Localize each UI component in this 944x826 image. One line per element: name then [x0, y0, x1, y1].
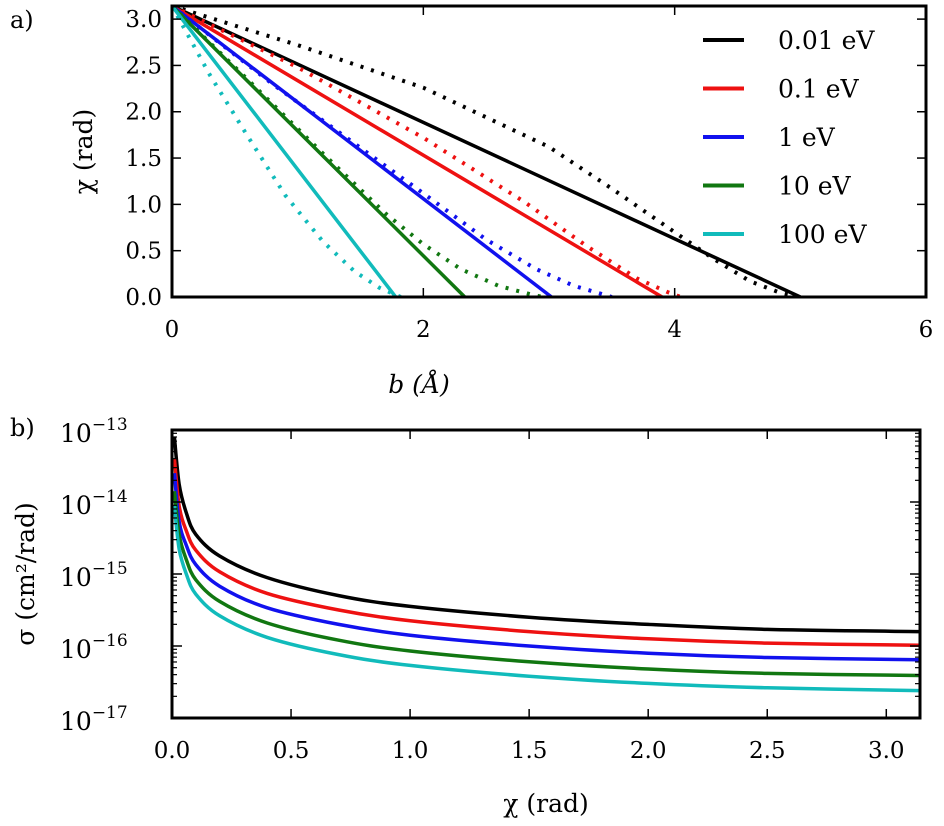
x-tick-label: 4 — [667, 317, 682, 343]
y-tick-label: 10−16 — [60, 631, 128, 664]
y-tick-label: 2.5 — [125, 53, 162, 79]
x-tick-label: 1.5 — [511, 738, 548, 764]
series-dotted-2 — [172, 6, 613, 297]
y-tick-label: 1.0 — [125, 192, 162, 218]
legend-label-4: 100 eV — [778, 220, 867, 249]
panel-a-label: a) — [10, 6, 34, 34]
x-tick-label: 2.5 — [749, 738, 786, 764]
series-dotted-0 — [172, 6, 801, 297]
y-tick-label: 10−14 — [60, 487, 128, 520]
x-tick-label: 2.0 — [630, 738, 667, 764]
legend: 0.01 eV 0.1 eV 1 eV 10 eV 100 eV — [703, 26, 875, 249]
x-tick-label: 0.5 — [273, 738, 310, 764]
y-tick-label: 3.0 — [125, 7, 162, 33]
y-tick-label: 10−17 — [60, 703, 128, 736]
series-dotted-1 — [172, 6, 682, 297]
x-axis-label: χ (rad) — [503, 789, 588, 818]
y-tick-label: 10−15 — [60, 559, 128, 592]
y-tick-label: 2.0 — [125, 100, 162, 126]
x-tick-label: 1.0 — [392, 738, 429, 764]
x-tick-label: 0.0 — [154, 738, 191, 764]
legend-label-2: 1 eV — [778, 123, 836, 152]
x-tick-label: 3.0 — [868, 738, 905, 764]
series-solid-2 — [172, 6, 553, 297]
series-solid-0 — [172, 6, 802, 297]
sigma-series-2 — [172, 473, 920, 662]
panel-b-label: b) — [10, 414, 35, 442]
y-tick-label: 0.5 — [125, 239, 162, 265]
chart-a: 0.0 0.5 1.0 1.5 2.0 2.5 3.0 0 2 4 6 b (Å) χ (rad) 0.0… — [69, 4, 934, 399]
sigma-series-1 — [172, 458, 920, 648]
x-axis-label: b (Å) — [388, 369, 450, 399]
y-tick-label: 0.0 — [125, 285, 162, 311]
sigma-series-0 — [172, 437, 920, 634]
series-lines-a — [172, 6, 802, 297]
y-axis-label: σ (cm²/rad) — [11, 502, 40, 646]
series-solid-1 — [172, 6, 663, 297]
x-tick-label: 2 — [416, 317, 431, 343]
y-tick-label: 10−13 — [60, 415, 128, 448]
legend-label-0: 0.01 eV — [778, 26, 875, 55]
y-tick-label: 1.5 — [125, 146, 162, 172]
series-solid-4 — [172, 6, 398, 297]
x-tick-label: 0 — [165, 317, 180, 343]
series-lines-b — [172, 437, 920, 693]
sigma-series-3 — [172, 491, 920, 678]
series-solid-3 — [172, 6, 467, 297]
sigma-series-4 — [172, 505, 920, 693]
y-axis-label: χ (rad) — [69, 109, 98, 194]
x-tick-label: 6 — [919, 317, 934, 343]
series-dotted-4 — [172, 6, 402, 297]
chart-b: 10−13 10−14 10−15 10−16 10−17 0.0 0.5 1.0 1.5 2.0… — [11, 415, 922, 818]
legend-label-3: 10 eV — [778, 172, 852, 201]
legend-label-1: 0.1 eV — [778, 75, 860, 104]
axes-frame-a — [170, 4, 928, 299]
